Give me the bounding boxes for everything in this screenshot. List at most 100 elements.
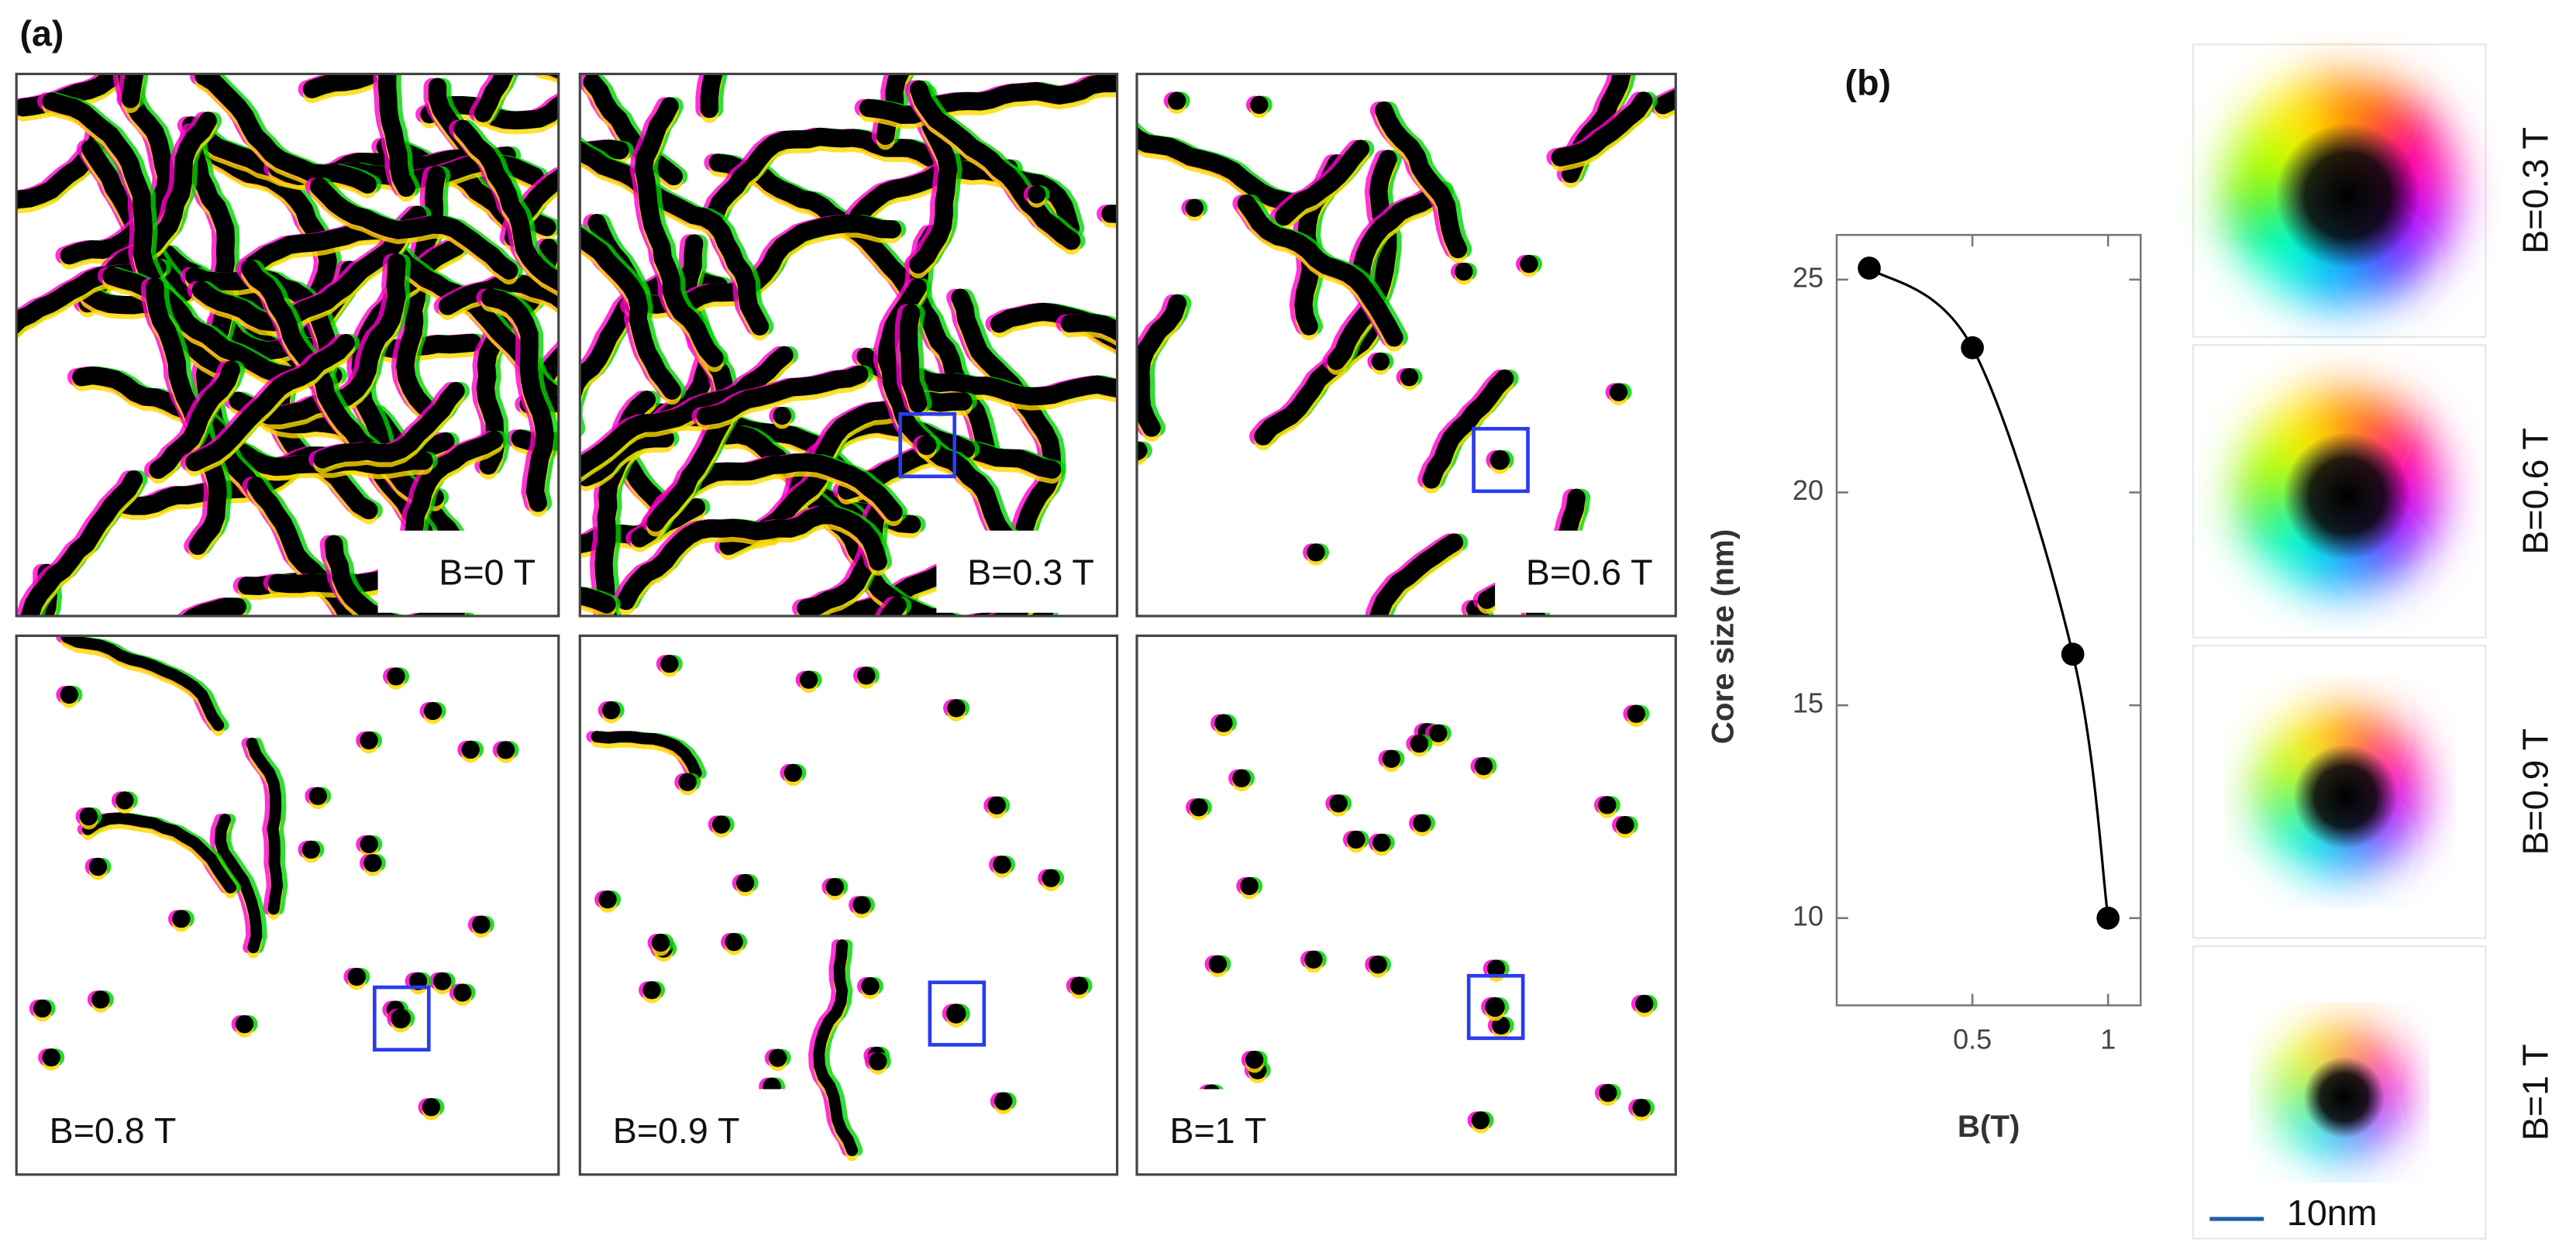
- skyrmion: [1485, 997, 1505, 1017]
- domain-wall: [246, 737, 284, 915]
- core-center: [2258, 709, 2433, 884]
- core-field-label: B=0.3 T: [2516, 127, 2556, 254]
- field-label: B=1 T: [1169, 1110, 1266, 1151]
- domain-wall: [899, 304, 928, 413]
- skyrmion: [602, 701, 621, 720]
- domain-wall: [580, 225, 681, 400]
- skyrmion: [1369, 955, 1387, 974]
- y-axis-title: Core size (nm): [1706, 529, 1741, 744]
- domain-wall: [1136, 126, 1303, 212]
- domain-wall: [302, 74, 559, 98]
- domain-wall: [185, 333, 355, 472]
- domain-wall: [849, 160, 1080, 238]
- core-field-label: B=0.9 T: [2516, 728, 2556, 855]
- field-label-bg: [377, 530, 556, 613]
- skyrmion: [423, 701, 443, 721]
- skyrmion: [1190, 798, 1208, 817]
- skyrmion: [1232, 769, 1251, 788]
- skyrmion: [433, 972, 452, 990]
- domain-wall: [1327, 150, 1397, 370]
- skyrmion: [1429, 724, 1448, 742]
- skyrmion: [1372, 833, 1391, 852]
- skyrmion: [852, 896, 871, 914]
- field-label: B=0.8 T: [50, 1110, 177, 1151]
- skyrmion: [115, 791, 134, 810]
- field-label-bg: [583, 1089, 794, 1172]
- domain-wall: [474, 74, 514, 122]
- skyrmion: [91, 990, 110, 1009]
- domain-wall: [60, 74, 176, 265]
- domain-wall: [377, 74, 415, 197]
- domain-wall: [310, 177, 518, 280]
- skyrmion: [947, 699, 966, 718]
- core-field-label: B=1 T: [2516, 1044, 2556, 1141]
- domain-wall: [591, 731, 702, 780]
- skyrmion: [1382, 749, 1401, 768]
- skyrmion: [88, 857, 108, 876]
- field-label-bg: [1495, 530, 1673, 613]
- skyrmion: [1329, 794, 1348, 813]
- domain-wall: [215, 814, 263, 954]
- skyrmion: [678, 773, 697, 791]
- skyrmion: [1347, 830, 1365, 849]
- field-label: B=0.6 T: [1526, 552, 1653, 592]
- skyrmion: [1486, 959, 1506, 978]
- skyrmion: [387, 667, 405, 686]
- domain-wall: [149, 360, 240, 479]
- skyrmion: [1185, 198, 1204, 217]
- domain-wall: [81, 812, 236, 894]
- field-label-bg: [936, 530, 1114, 613]
- skyrmion: [360, 731, 378, 750]
- domain-wall: [1136, 294, 1186, 437]
- field-label: B=0.3 T: [967, 552, 1094, 592]
- domain-wall: [1237, 195, 1403, 347]
- panel-border: [1135, 72, 1677, 618]
- skyrmion: [1616, 816, 1634, 835]
- plot-frame: [1835, 233, 2142, 1007]
- skyrmion: [301, 840, 321, 859]
- domain-wall: [634, 97, 724, 367]
- domain-edge: [1658, 91, 1676, 115]
- skyrmion: [869, 1052, 887, 1071]
- domain-wall: [1551, 91, 1653, 167]
- skyrmion: [1042, 869, 1060, 887]
- skyrmion: [1245, 1050, 1264, 1069]
- skyrmion: [1413, 814, 1431, 832]
- domain-wall: [617, 505, 887, 611]
- skyrmion: [1635, 994, 1654, 1014]
- skyrmion: [472, 915, 491, 934]
- skyrmion: [1240, 876, 1259, 896]
- domain-wall: [1375, 101, 1468, 259]
- skyrmion: [916, 435, 937, 456]
- data-point: [1961, 336, 1984, 360]
- core-image-frame: [2192, 645, 2487, 939]
- highlight-box: [373, 985, 431, 1052]
- domain-edge: [1654, 94, 1676, 119]
- skyrmion: [1250, 95, 1269, 114]
- domain-wall: [480, 288, 554, 512]
- skyrmion: [235, 1015, 254, 1034]
- skyrmion: [363, 854, 382, 873]
- data-point: [2061, 642, 2085, 666]
- domain-wall: [1254, 301, 1384, 446]
- domain-wall: [191, 205, 427, 332]
- domain-wall: [813, 939, 859, 1157]
- skyrmion: [1455, 262, 1473, 281]
- domain-wall: [1369, 533, 1463, 616]
- data-point: [2096, 906, 2120, 930]
- domain-wall: [60, 635, 225, 732]
- highlight-box: [928, 980, 987, 1047]
- y-tick-label: 20: [1793, 474, 1824, 506]
- domain-wall: [1275, 139, 1370, 226]
- skyrmion: [773, 406, 791, 425]
- core-center: [2240, 390, 2454, 603]
- domain-wall: [859, 74, 1118, 124]
- domain-wall: [580, 139, 770, 336]
- skyrmion: [360, 835, 378, 854]
- panel-texture: [586, 654, 1093, 1162]
- field-label-bg: [19, 1089, 230, 1172]
- highlight-box: [1466, 973, 1525, 1041]
- skyrmion: [1474, 757, 1493, 776]
- panel-texture: [580, 74, 1118, 616]
- panel-border: [15, 634, 560, 1176]
